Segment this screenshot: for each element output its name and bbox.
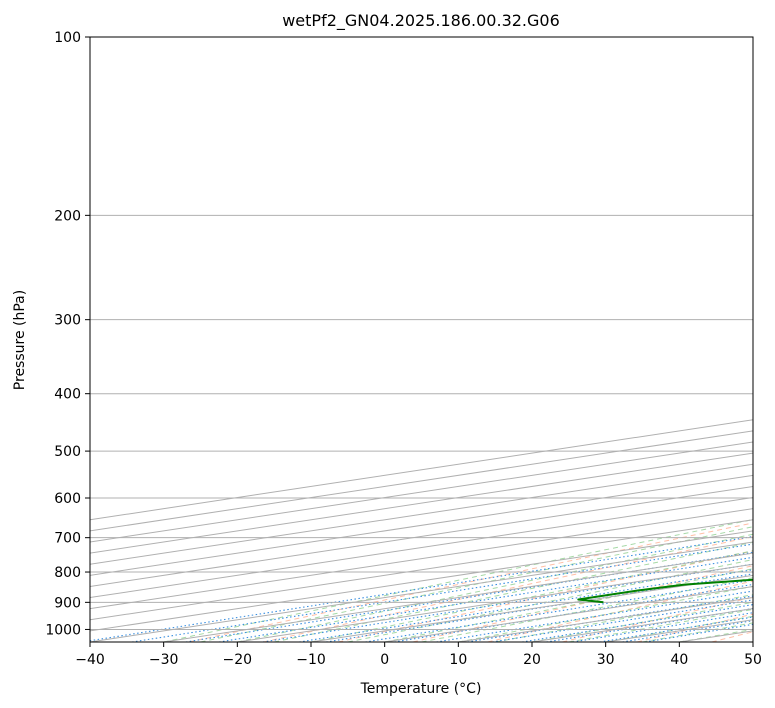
moist-adiabat-line: [421, 577, 753, 642]
x-tick-label: 0: [380, 652, 389, 668]
isotherm-line: [90, 519, 753, 621]
isotherm-line: [90, 474, 753, 576]
x-tick-label: −30: [149, 652, 179, 668]
mixing-ratio-line: [218, 556, 753, 642]
x-tick-label: 40: [670, 652, 688, 668]
isotherm-line: [384, 585, 753, 642]
isotherm-line: [752, 641, 753, 642]
mixing-ratio-line: [492, 599, 753, 642]
dry-adiabat-line: [711, 631, 753, 642]
dry-adiabat-line: [263, 536, 753, 642]
dry-adiabat-line: [412, 565, 753, 642]
isotherm-line: [90, 530, 753, 632]
moist-adiabats: [163, 519, 753, 642]
x-tick-label: 20: [523, 652, 541, 668]
y-tick-label: 700: [54, 531, 81, 547]
x-tick-label: 10: [449, 652, 467, 668]
chart-title: wetPf2_GN04.2025.186.00.32.G06: [282, 11, 560, 31]
moist-adiabat-line: [200, 526, 753, 642]
mixing-ratio-line: [572, 612, 753, 642]
isotherm-grid: [90, 419, 753, 642]
isotherm-line: [90, 452, 753, 554]
isotherm-line: [90, 441, 753, 543]
mixing-ratio-line: [262, 563, 753, 642]
x-tick-label: 30: [597, 652, 615, 668]
y-tick-label: 600: [54, 491, 81, 507]
y-tick-label: 300: [54, 313, 81, 329]
mixing-ratio-line: [131, 543, 753, 642]
mixing-ratio-line: [522, 604, 753, 642]
y-axis-label: Pressure (hPa): [12, 290, 28, 390]
plot-area: -100-90-80-70-60-50-40-30-20-10010203040…: [90, 37, 775, 642]
x-tick-label: −40: [75, 652, 105, 668]
temperature-line: [766, 37, 775, 602]
y-tick-label: 100: [54, 30, 81, 46]
y-tick-label: 900: [54, 595, 81, 611]
y-axis-ticks: 100 200 300 400 500 600 700 800 900 1000: [45, 30, 90, 638]
y-tick-label: 800: [54, 565, 81, 581]
moist-adiabat-line: [458, 585, 753, 642]
y-tick-label: 400: [54, 387, 81, 403]
isotherm-line: [90, 485, 753, 587]
moist-adiabat-line: [274, 541, 753, 642]
dry-adiabat-line: [562, 596, 753, 642]
isotherm-line: [90, 463, 753, 565]
dry-adiabat-line: [188, 522, 753, 642]
mixing-ratio-line: [185, 551, 753, 642]
dry-adiabat-line: [487, 580, 753, 642]
dry-adiabats: [188, 522, 753, 642]
x-axis-ticks: −40 −30 −20 −10 0 10 20 30 40 50: [75, 642, 762, 668]
isotherm-line: [90, 497, 753, 599]
isotherm-line: [90, 508, 753, 610]
y-tick-label: 200: [54, 208, 81, 224]
isobar-grid: [90, 37, 753, 630]
dry-adiabat-line: [338, 550, 753, 642]
y-tick-label: 500: [54, 444, 81, 460]
x-tick-label: −20: [223, 652, 253, 668]
mixing-ratio-line: [622, 620, 753, 642]
isotherm-line: [531, 608, 753, 642]
mixing-ratio-line: [90, 535, 753, 642]
x-tick-label: −10: [296, 652, 326, 668]
moist-adiabat-line: [531, 601, 753, 642]
moist-adiabat-line: [347, 559, 753, 642]
x-axis-label: Temperature (°C): [360, 681, 482, 697]
moist-adiabat-line: [237, 533, 753, 642]
moist-adiabat-line: [384, 568, 753, 642]
y-tick-label: 1000: [45, 622, 81, 638]
mixing-ratio-lines: [90, 535, 753, 642]
moist-adiabat-line: [163, 519, 753, 642]
plot-frame: [89, 36, 754, 643]
moist-adiabat-line: [568, 608, 753, 642]
mixing-ratio-line: [365, 579, 753, 642]
x-tick-label: 50: [744, 652, 762, 668]
